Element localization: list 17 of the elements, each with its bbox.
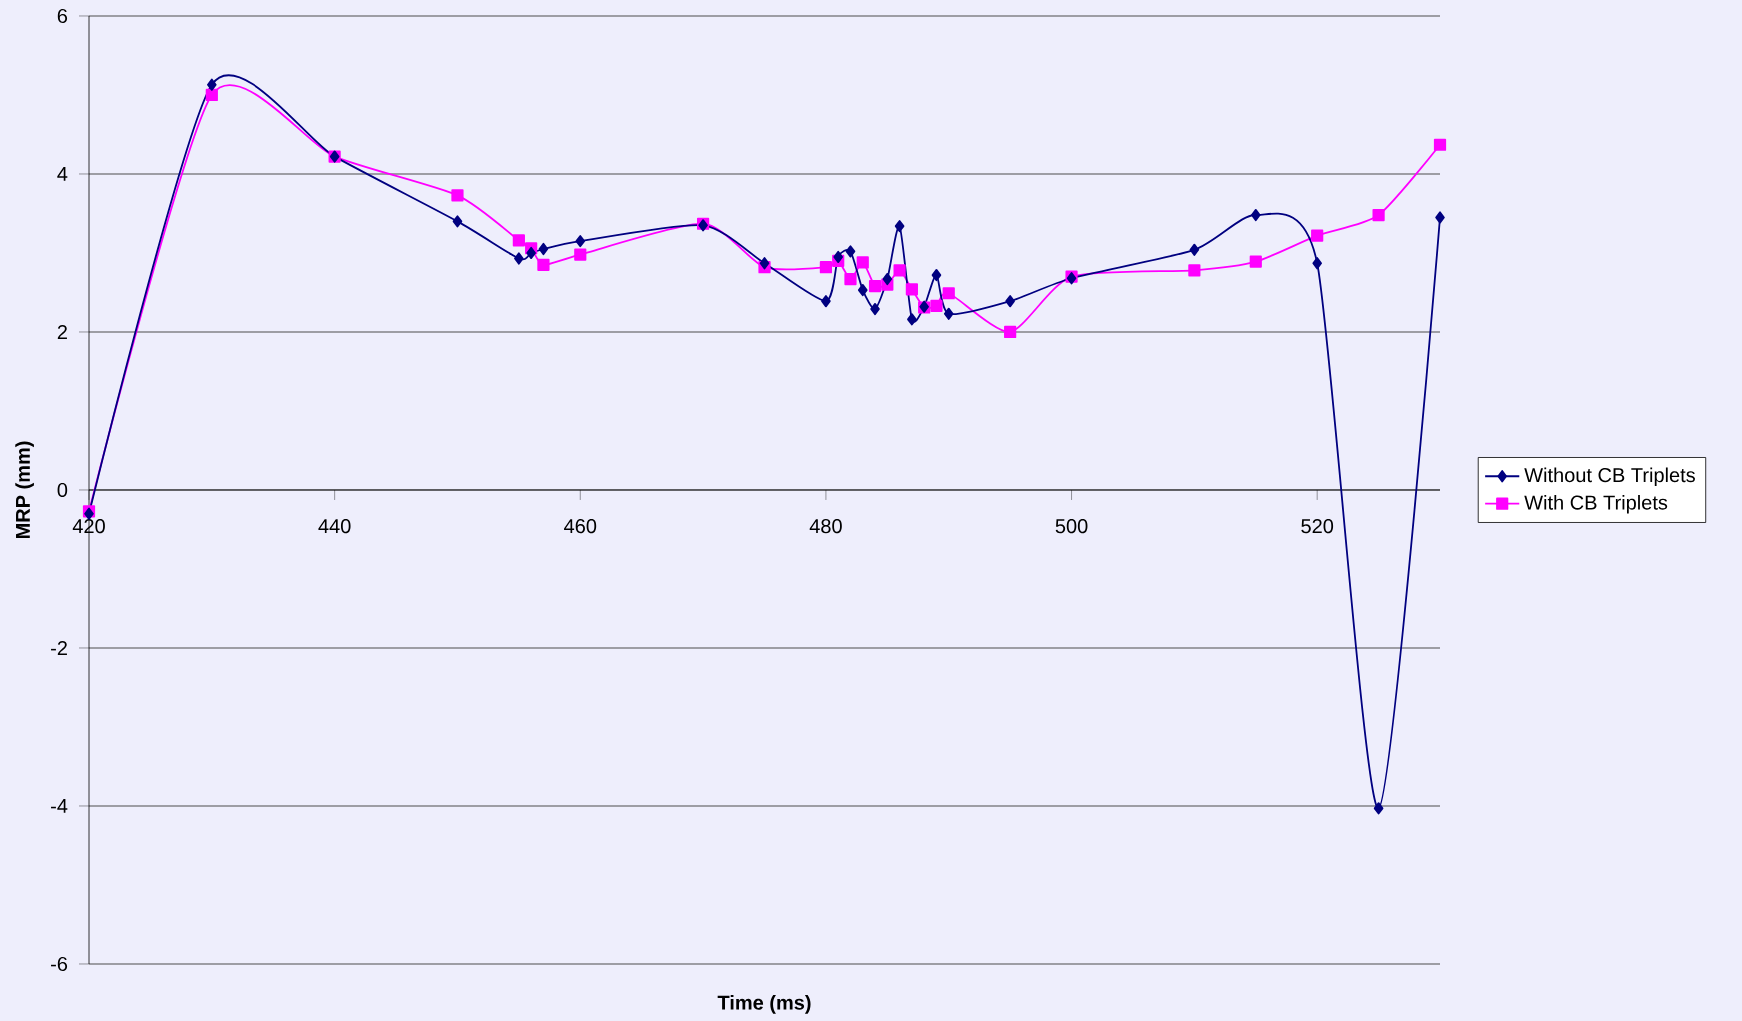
x-tick-label: 480 xyxy=(809,519,842,534)
x-tick-label: 420 xyxy=(72,519,105,534)
legend-label: Without CB Triplets xyxy=(1524,467,1695,487)
x-axis-title: Time (ms) xyxy=(717,995,811,1014)
y-tick-label: 6 xyxy=(57,8,68,24)
x-tick-label: 440 xyxy=(318,519,351,534)
x-tick-label: 520 xyxy=(1301,519,1334,534)
y-axis-title: MRP (mm) xyxy=(15,441,34,539)
y-tick-label: 4 xyxy=(57,167,68,181)
y-tick-label: -2 xyxy=(51,641,67,655)
y-tick-label: 0 xyxy=(57,482,68,498)
y-tick-label: -4 xyxy=(51,799,68,813)
y-tick-label: 2 xyxy=(57,325,67,339)
legend-label: With CB Triplets xyxy=(1524,494,1668,514)
y-tick-label: -6 xyxy=(51,956,68,972)
x-tick-label: 460 xyxy=(564,519,597,534)
x-tick-label: 500 xyxy=(1055,519,1088,534)
